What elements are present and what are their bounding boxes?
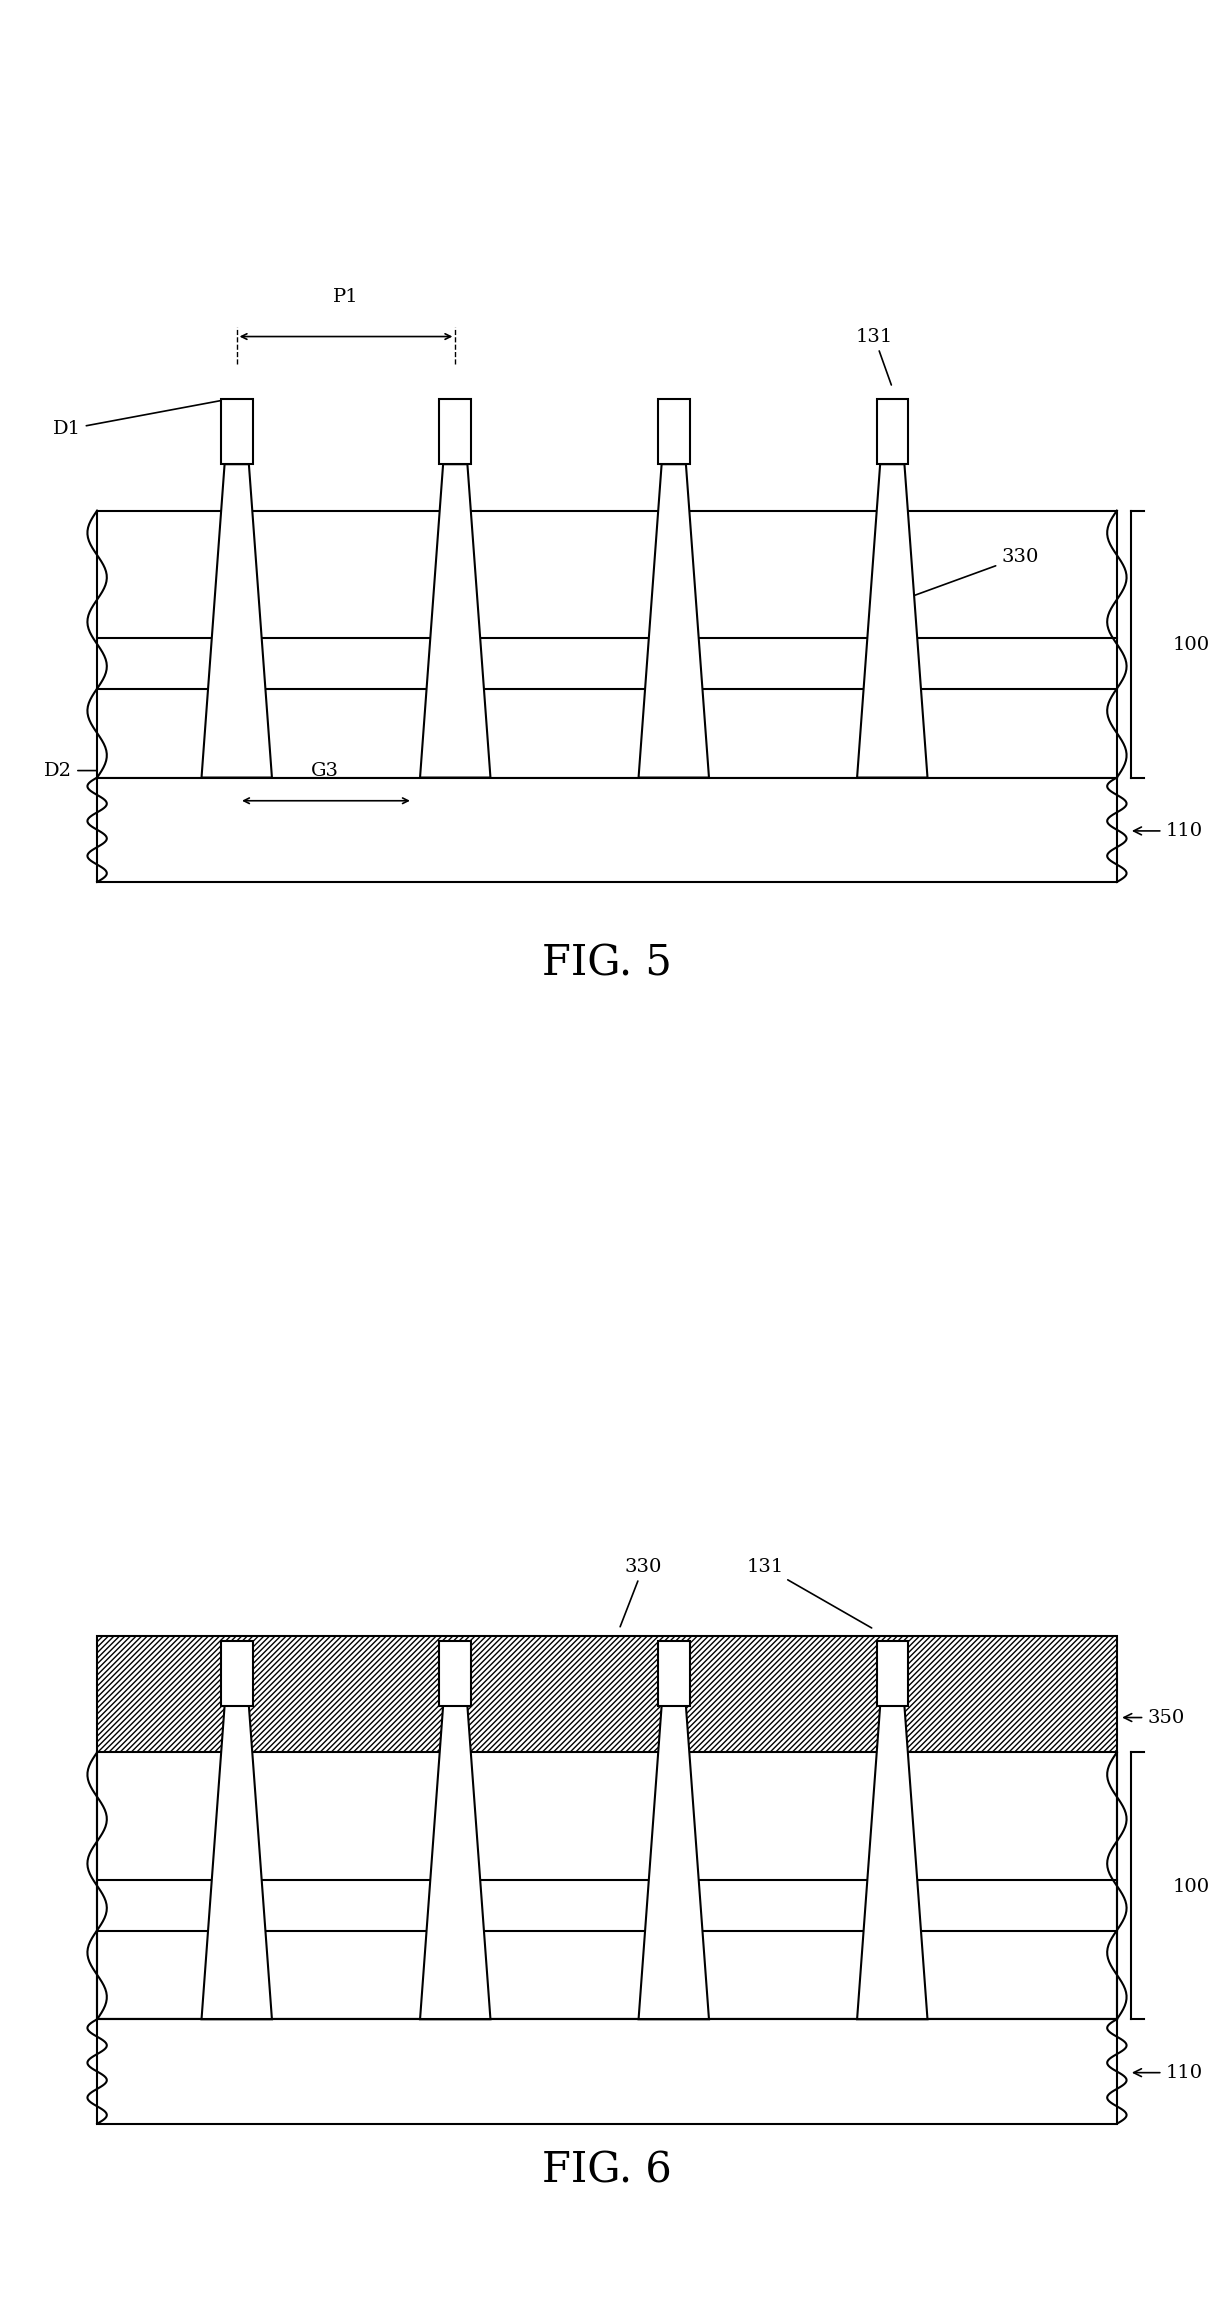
- Polygon shape: [639, 464, 709, 778]
- Bar: [876, 1641, 908, 1706]
- Text: 100: 100: [1173, 636, 1209, 655]
- Polygon shape: [201, 1706, 272, 2019]
- Text: P1: P1: [333, 288, 358, 306]
- Bar: [658, 399, 690, 464]
- Bar: [98, 1636, 1117, 2019]
- Bar: [221, 399, 252, 464]
- Polygon shape: [639, 1706, 709, 2019]
- Text: 330: 330: [620, 1557, 662, 1627]
- Text: D2: D2: [44, 761, 96, 780]
- Polygon shape: [857, 1706, 928, 2019]
- Bar: [221, 1641, 252, 1706]
- Text: 100: 100: [1173, 1878, 1209, 1896]
- Polygon shape: [857, 464, 928, 778]
- Bar: [98, 1636, 1117, 2019]
- Text: FIG. 6: FIG. 6: [542, 2149, 672, 2191]
- Text: FIG. 5: FIG. 5: [542, 942, 672, 984]
- Text: 110: 110: [1134, 2063, 1203, 2082]
- Text: 350: 350: [1124, 1708, 1185, 1727]
- Text: G3: G3: [311, 761, 339, 780]
- Text: 131: 131: [746, 1557, 872, 1627]
- Bar: [98, 511, 1117, 778]
- Text: 131: 131: [856, 327, 892, 385]
- Bar: [440, 399, 471, 464]
- Bar: [658, 1641, 690, 1706]
- Polygon shape: [201, 464, 272, 778]
- Text: D1: D1: [52, 399, 226, 439]
- Text: 110: 110: [1134, 822, 1203, 840]
- Bar: [98, 2019, 1117, 2124]
- Polygon shape: [421, 464, 490, 778]
- Bar: [440, 1641, 471, 1706]
- Bar: [98, 778, 1117, 882]
- Bar: [98, 1752, 1117, 2019]
- Text: 330: 330: [895, 548, 1039, 603]
- Polygon shape: [421, 1706, 490, 2019]
- Bar: [876, 399, 908, 464]
